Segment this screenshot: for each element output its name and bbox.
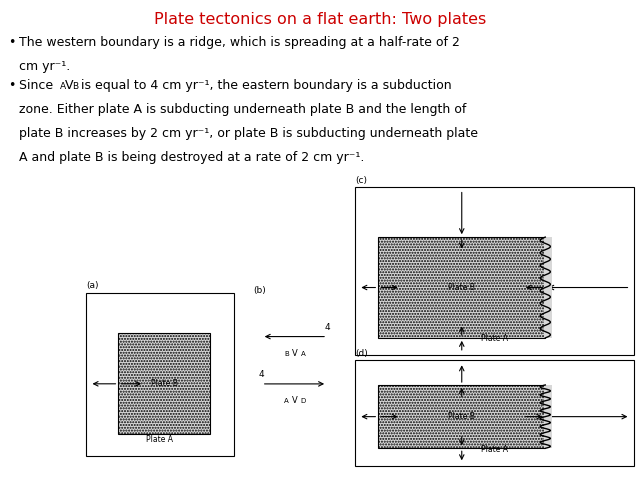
Text: Plate B: Plate B xyxy=(150,379,177,388)
Text: Plate B: Plate B xyxy=(449,283,475,292)
Text: (d): (d) xyxy=(355,348,368,358)
Text: Since: Since xyxy=(19,79,58,92)
Text: plate B increases by 2 cm yr⁻¹, or plate B is subducting underneath plate: plate B increases by 2 cm yr⁻¹, or plate… xyxy=(19,127,478,140)
Text: •: • xyxy=(8,36,15,49)
Text: is equal to 4 cm yr⁻¹, the eastern boundary is a subduction: is equal to 4 cm yr⁻¹, the eastern bound… xyxy=(77,79,451,92)
Text: A: A xyxy=(60,82,67,91)
Bar xyxy=(355,360,634,466)
Bar xyxy=(544,385,552,448)
Bar xyxy=(544,237,552,338)
Text: A: A xyxy=(301,351,305,357)
Text: B: B xyxy=(72,82,79,91)
Text: Plate B: Plate B xyxy=(449,412,475,421)
Text: cm yr⁻¹.: cm yr⁻¹. xyxy=(19,60,70,73)
Text: Plate A: Plate A xyxy=(481,334,508,343)
Text: (b): (b) xyxy=(253,286,266,295)
Text: 4: 4 xyxy=(259,370,264,379)
Text: A and plate B is being destroyed at a rate of 2 cm yr⁻¹.: A and plate B is being destroyed at a ra… xyxy=(19,151,365,164)
Text: (c): (c) xyxy=(355,176,367,185)
Text: A: A xyxy=(284,398,289,404)
Text: V: V xyxy=(292,396,298,405)
Text: 4: 4 xyxy=(324,323,330,332)
Bar xyxy=(378,237,545,338)
Text: (a): (a) xyxy=(86,281,99,290)
Text: Plate tectonics on a flat earth: Two plates: Plate tectonics on a flat earth: Two pla… xyxy=(154,12,486,27)
Text: D: D xyxy=(301,398,306,404)
Bar xyxy=(355,187,634,355)
Text: zone. Either plate A is subducting underneath plate B and the length of: zone. Either plate A is subducting under… xyxy=(19,103,467,116)
Text: B: B xyxy=(284,351,289,357)
Bar xyxy=(118,333,210,434)
Text: The western boundary is a ridge, which is spreading at a half-rate of 2: The western boundary is a ridge, which i… xyxy=(19,36,460,49)
Text: V: V xyxy=(65,79,73,92)
Text: Plate A: Plate A xyxy=(147,435,173,444)
Text: Plate A: Plate A xyxy=(481,444,508,454)
Bar xyxy=(378,385,545,448)
Text: V: V xyxy=(292,348,298,358)
Bar xyxy=(86,293,234,456)
Text: •: • xyxy=(8,79,15,92)
